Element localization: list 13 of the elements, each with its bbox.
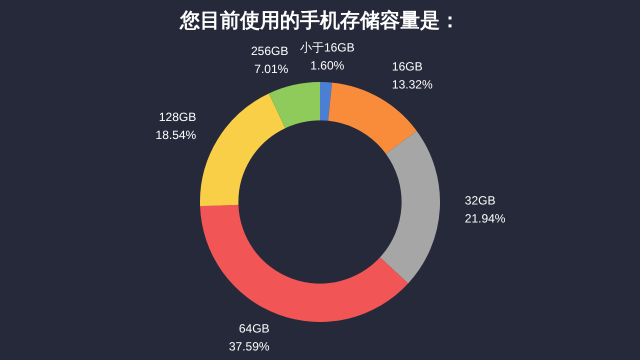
data-label: 18.54%: [156, 128, 197, 142]
slice-label: 64GB: [238, 321, 270, 336]
data-label: 37.59%: [228, 339, 270, 354]
slice-label: 32GB: [464, 193, 496, 208]
slice-label: 16GB: [392, 59, 423, 74]
slice-label: 小于16GB: [300, 40, 355, 54]
chart-title: 您目前使用的手机存储容量是：: [178, 7, 461, 34]
slice-label: 128GB: [158, 110, 196, 124]
data-label: 21.94%: [464, 211, 506, 226]
data-label: 13.32%: [392, 77, 433, 92]
slice-label: 256GB: [250, 44, 288, 58]
data-label: 1.60%: [310, 58, 345, 72]
data-label: 7.01%: [254, 62, 289, 76]
